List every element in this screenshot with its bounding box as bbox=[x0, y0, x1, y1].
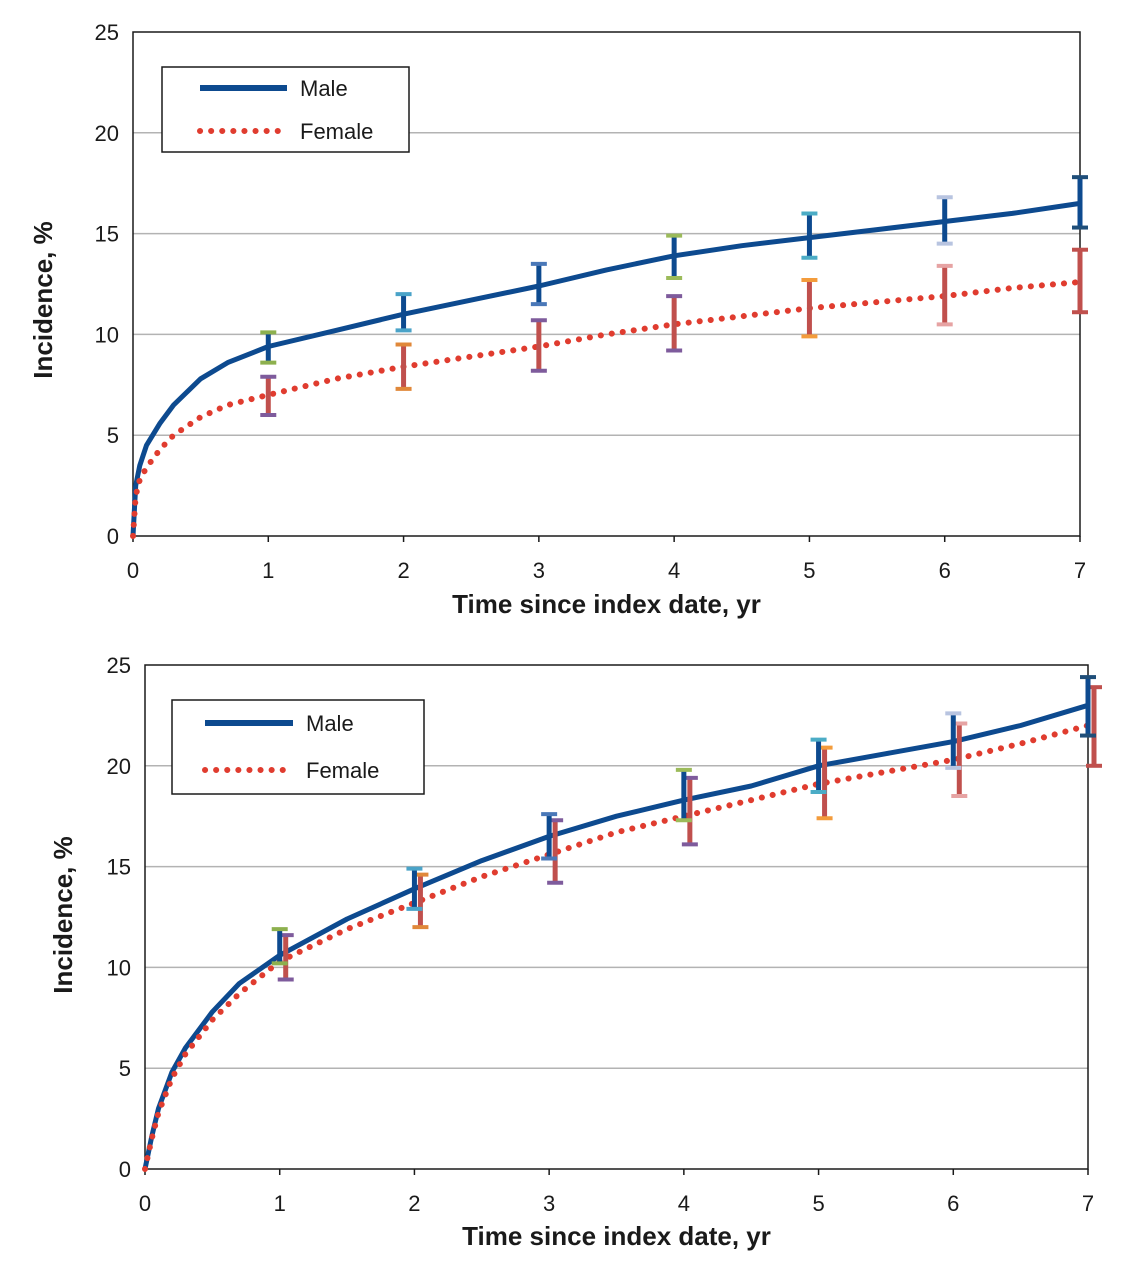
y-tick-label: 20 bbox=[107, 754, 131, 779]
legend-box bbox=[171, 699, 425, 795]
y-axis-label: Incidence, % bbox=[48, 836, 78, 994]
x-tick-label: 2 bbox=[408, 1191, 420, 1216]
y-tick-label: 10 bbox=[95, 322, 119, 347]
x-axis-label: Time since index date, yr bbox=[462, 1221, 771, 1251]
y-tick-label: 10 bbox=[107, 955, 131, 980]
series-line-female bbox=[130, 279, 1083, 539]
x-tick-label: 1 bbox=[262, 558, 274, 583]
x-tick-label: 4 bbox=[678, 1191, 690, 1216]
x-tick-label: 0 bbox=[139, 1191, 151, 1216]
y-tick-label: 5 bbox=[107, 423, 119, 448]
y-tick-label: 25 bbox=[107, 653, 131, 678]
x-tick-label: 5 bbox=[812, 1191, 824, 1216]
series-line-male bbox=[142, 702, 1089, 1170]
x-tick-label: 1 bbox=[274, 1191, 286, 1216]
plot-frame bbox=[144, 664, 1089, 1170]
y-tick-label: 5 bbox=[119, 1056, 131, 1081]
y-tick-label: 0 bbox=[119, 1157, 131, 1182]
chart-panel-1: 0 5 10 15 20 25 0 1 2 3 4 5 6 7 Time since index date,… bbox=[28, 20, 1088, 619]
legend-label-male: Male bbox=[300, 76, 348, 101]
series-line-male bbox=[130, 200, 1081, 537]
legend-box bbox=[161, 66, 410, 153]
legend-label-male: Male bbox=[306, 711, 354, 736]
x-tick-label: 2 bbox=[397, 558, 409, 583]
chart-panel-2: 0 5 10 15 20 25 0 1 2 3 4 5 6 7 Time since index date,… bbox=[48, 653, 1102, 1251]
legend-label-female: Female bbox=[306, 758, 379, 783]
legend-label-female: Female bbox=[300, 119, 373, 144]
x-tick-label: 3 bbox=[543, 1191, 555, 1216]
y-tick-label: 15 bbox=[95, 222, 119, 247]
y-tick-label: 15 bbox=[107, 855, 131, 880]
y-tick-label: 20 bbox=[95, 121, 119, 146]
x-tick-label: 3 bbox=[533, 558, 545, 583]
x-tick-label: 6 bbox=[939, 558, 951, 583]
y-tick-label: 25 bbox=[95, 20, 119, 45]
x-tick-label: 6 bbox=[947, 1191, 959, 1216]
y-tick-label: 0 bbox=[107, 524, 119, 549]
y-axis-label: Incidence, % bbox=[28, 221, 58, 379]
x-tick-label: 7 bbox=[1082, 1191, 1094, 1216]
legend: Male Female bbox=[161, 66, 410, 153]
x-tick-label: 4 bbox=[668, 558, 680, 583]
series-line-female bbox=[142, 722, 1091, 1172]
legend: Male Female bbox=[171, 699, 425, 795]
x-tick-label: 7 bbox=[1074, 558, 1086, 583]
x-tick-label: 0 bbox=[127, 558, 139, 583]
x-tick-label: 5 bbox=[803, 558, 815, 583]
x-axis-label: Time since index date, yr bbox=[452, 589, 761, 619]
